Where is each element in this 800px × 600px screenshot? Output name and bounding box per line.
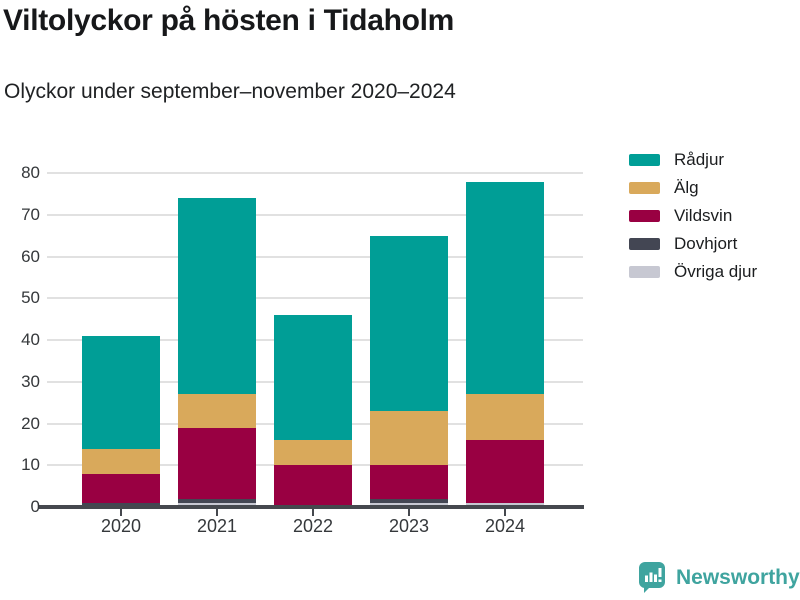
y-axis-label-80: 80 — [21, 163, 40, 183]
plot-area — [47, 144, 583, 507]
legend-item-Älg: Älg — [629, 174, 757, 202]
bar-segment-2023-Rådjur — [370, 235, 448, 412]
bar-segment-2021-Dovhjort — [178, 498, 256, 503]
y-axis-label-60: 60 — [21, 246, 40, 266]
legend-swatch-Rådjur — [629, 154, 660, 166]
newsworthy-logo-text: Newsworthy — [676, 565, 800, 589]
legend-label: Övriga djur — [674, 262, 758, 281]
legend-swatch-Övriga djur — [629, 266, 660, 278]
x-axis-label-2024: 2024 — [484, 516, 526, 536]
gridline-50 — [47, 297, 583, 300]
x-tick-2023 — [408, 509, 410, 516]
legend-item-Vildsvin: Vildsvin — [629, 202, 757, 230]
bar-segment-2024-Rådjur — [466, 181, 544, 395]
bar-segment-2021-Övriga djur — [178, 502, 256, 507]
bar-segment-2024-Älg — [466, 394, 544, 441]
bar-segment-2020-Vildsvin — [82, 473, 160, 503]
legend-item-Dovhjort: Dovhjort — [629, 230, 757, 258]
x-axis-label-2020: 2020 — [100, 516, 142, 536]
x-tick-2020 — [120, 509, 122, 516]
bar-segment-2023-Dovhjort — [370, 498, 448, 503]
legend-swatch-Älg — [629, 182, 660, 194]
y-axis-label-20: 20 — [21, 413, 40, 433]
x-tick-2021 — [216, 509, 218, 516]
legend-item-Rådjur: Rådjur — [629, 146, 757, 174]
bar-segment-2022-Älg — [274, 440, 352, 466]
gridline-60 — [47, 255, 583, 258]
x-tick-2024 — [504, 509, 506, 516]
bar-segment-2021-Rådjur — [178, 198, 256, 395]
bar-segment-2022-Rådjur — [274, 315, 352, 441]
chart-subtitle: Olyckor under september–november 2020–20… — [4, 80, 456, 103]
legend-item-Övriga djur: Övriga djur — [629, 258, 757, 286]
newsworthy-logo[interactable]: Newsworthy — [638, 561, 800, 594]
gridline-80 — [47, 172, 583, 175]
legend-swatch-Dovhjort — [629, 238, 660, 250]
bar-segment-2024-Vildsvin — [466, 440, 544, 503]
y-axis-label-0: 0 — [30, 497, 40, 516]
legend-label: Älg — [674, 178, 699, 197]
y-axis-label-40: 40 — [21, 330, 40, 350]
legend-label: Vildsvin — [674, 206, 733, 225]
x-tick-2022 — [312, 509, 314, 516]
gridline-70 — [47, 213, 583, 216]
legend-label: Dovhjort — [674, 234, 738, 253]
bar-segment-2023-Övriga djur — [370, 502, 448, 507]
x-axis-label-2022: 2022 — [292, 516, 334, 536]
y-axis-label-30: 30 — [21, 371, 40, 391]
x-axis-line — [39, 505, 584, 509]
x-axis-label-2023: 2023 — [388, 516, 430, 536]
legend-label: Rådjur — [674, 150, 725, 169]
legend-swatch-Vildsvin — [629, 210, 660, 222]
y-axis-label-50: 50 — [21, 288, 40, 308]
newsworthy-logo-icon — [639, 562, 665, 593]
bar-segment-2020-Älg — [82, 448, 160, 474]
y-axis-label-10: 10 — [21, 455, 40, 475]
chart-legend: Rådjur Älg Vildsvin Dovhjort Övriga djur — [629, 146, 757, 286]
bar-segment-2021-Vildsvin — [178, 427, 256, 499]
bar-segment-2021-Älg — [178, 394, 256, 428]
bar-segment-2023-Älg — [370, 411, 448, 466]
bar-segment-2024-Övriga djur — [466, 502, 544, 507]
page-title: Viltolyckor på hösten i Tidaholm — [3, 4, 455, 37]
bar-segment-2020-Dovhjort — [82, 502, 160, 507]
bar-segment-2023-Vildsvin — [370, 465, 448, 499]
x-axis-label-2021: 2021 — [196, 516, 238, 536]
bar-segment-2022-Vildsvin — [274, 465, 352, 507]
y-axis-label-70: 70 — [21, 204, 40, 224]
bar-segment-2020-Rådjur — [82, 335, 160, 449]
